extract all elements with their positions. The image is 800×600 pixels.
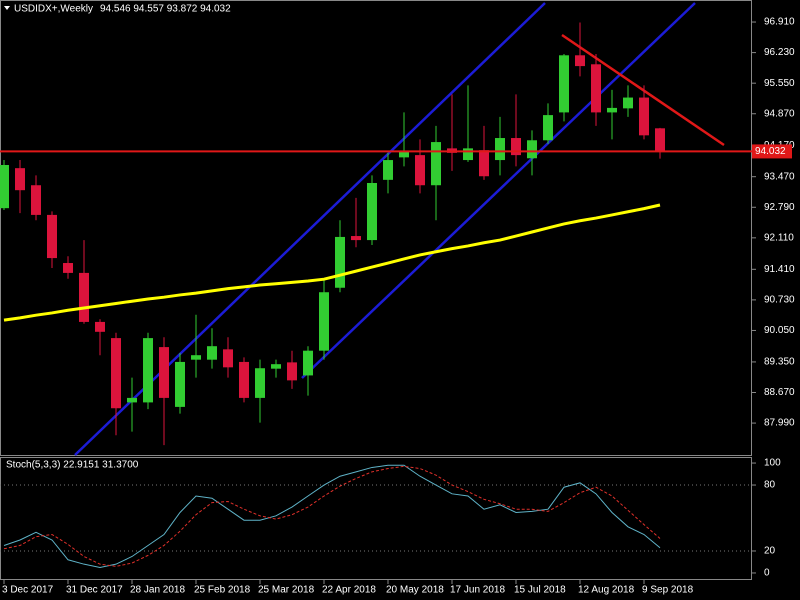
candle-body (655, 128, 665, 152)
y-tick-label: 90.050 (764, 325, 795, 336)
candle-body (335, 236, 345, 288)
candle-body (607, 107, 617, 113)
y-tick-label: 96.230 (764, 47, 795, 58)
candle-body (463, 148, 473, 161)
stoch-line (3, 464, 661, 568)
candle-body (639, 97, 649, 136)
plot: 96.91096.23095.55094.87094.17093.47092.7… (0, 17, 795, 596)
main-panel (0, 0, 752, 456)
candle-body (0, 165, 9, 209)
stoch-panel (0, 457, 752, 580)
y-tick-label: 92.110 (764, 232, 794, 243)
candle-body (255, 368, 265, 398)
candle-body (591, 64, 601, 113)
candle-body (399, 150, 409, 158)
x-tick-label: 15 Jul 2018 (514, 585, 566, 596)
candle-body (367, 182, 377, 241)
x-tick-label: 25 Mar 2018 (258, 585, 315, 596)
candle-body (223, 349, 233, 368)
candle-body (175, 361, 185, 407)
candle-body (239, 361, 249, 398)
candle-body (383, 160, 393, 180)
candle-body (623, 97, 633, 109)
candle-body (287, 362, 297, 381)
y-tick-label: 92.790 (764, 202, 795, 213)
candle-body (479, 150, 489, 177)
symbol: USDIDX+,Weekly (14, 4, 93, 15)
y-tick-label: 96.910 (764, 17, 795, 28)
candle-body (303, 350, 313, 376)
y-tick-label: 91.410 (764, 264, 795, 275)
stoch-line (3, 465, 661, 567)
y-tick-label: 90.730 (764, 295, 795, 306)
candle-body (351, 236, 361, 241)
candle-body (127, 397, 137, 403)
x-tick-label: 31 Dec 2017 (66, 585, 123, 596)
x-tick-label: 3 Dec 2017 (2, 585, 54, 596)
candle-body (191, 355, 201, 360)
trend-line (561, 33, 725, 147)
price-tag: 94.032 (755, 146, 786, 157)
stoch-title: Stoch(5,3,3) 22.9151 31.3700 (6, 460, 139, 471)
candle-body (271, 364, 281, 369)
candle-body (207, 346, 217, 360)
candle-body (527, 140, 537, 159)
y-tick-label: 95.550 (764, 78, 795, 89)
y-tick-label: 80 (764, 480, 776, 491)
candle-body (431, 142, 441, 186)
y-tick-label: 93.470 (764, 171, 795, 182)
trend-line (301, 2, 696, 379)
candle-body (575, 55, 585, 67)
x-tick-label: 20 May 2018 (386, 585, 444, 596)
menu-arrow[interactable] (4, 6, 10, 10)
candle-body (415, 155, 425, 186)
y-tick-label: 20 (764, 546, 776, 557)
y-tick-label: 89.350 (764, 357, 795, 368)
x-tick-label: 28 Jan 2018 (130, 585, 185, 596)
x-tick-label: 25 Feb 2018 (194, 585, 251, 596)
candle-body (159, 347, 169, 398)
y-tick-label: 88.670 (764, 387, 795, 398)
candle-body (79, 272, 89, 322)
x-tick-label: 17 Jun 2018 (450, 585, 505, 596)
y-tick-label: 87.990 (764, 418, 795, 429)
ohlc: 94.546 94.557 93.872 94.032 (100, 4, 231, 15)
x-tick-label: 22 Apr 2018 (322, 585, 376, 596)
y-tick-label: 94.870 (764, 108, 795, 119)
candle-body (543, 115, 553, 141)
y-tick-label: 0 (764, 568, 770, 579)
candle-body (495, 138, 505, 161)
candle-body (31, 185, 41, 215)
y-tick-label: 100 (764, 458, 781, 469)
candle-body (559, 55, 569, 113)
moving-average (3, 203, 661, 322)
price-tag-bg (752, 144, 792, 159)
candle-body (143, 338, 153, 403)
candle-body (319, 292, 329, 351)
candle-body (63, 263, 73, 273)
x-tick-label: 12 Aug 2018 (578, 585, 635, 596)
candle-body (511, 138, 521, 156)
candle-body (15, 168, 25, 191)
candle-body (111, 338, 121, 409)
x-tick-label: 9 Sep 2018 (642, 585, 694, 596)
candle-body (95, 321, 105, 332)
trend-line (74, 2, 546, 456)
candle-body (47, 214, 57, 259)
